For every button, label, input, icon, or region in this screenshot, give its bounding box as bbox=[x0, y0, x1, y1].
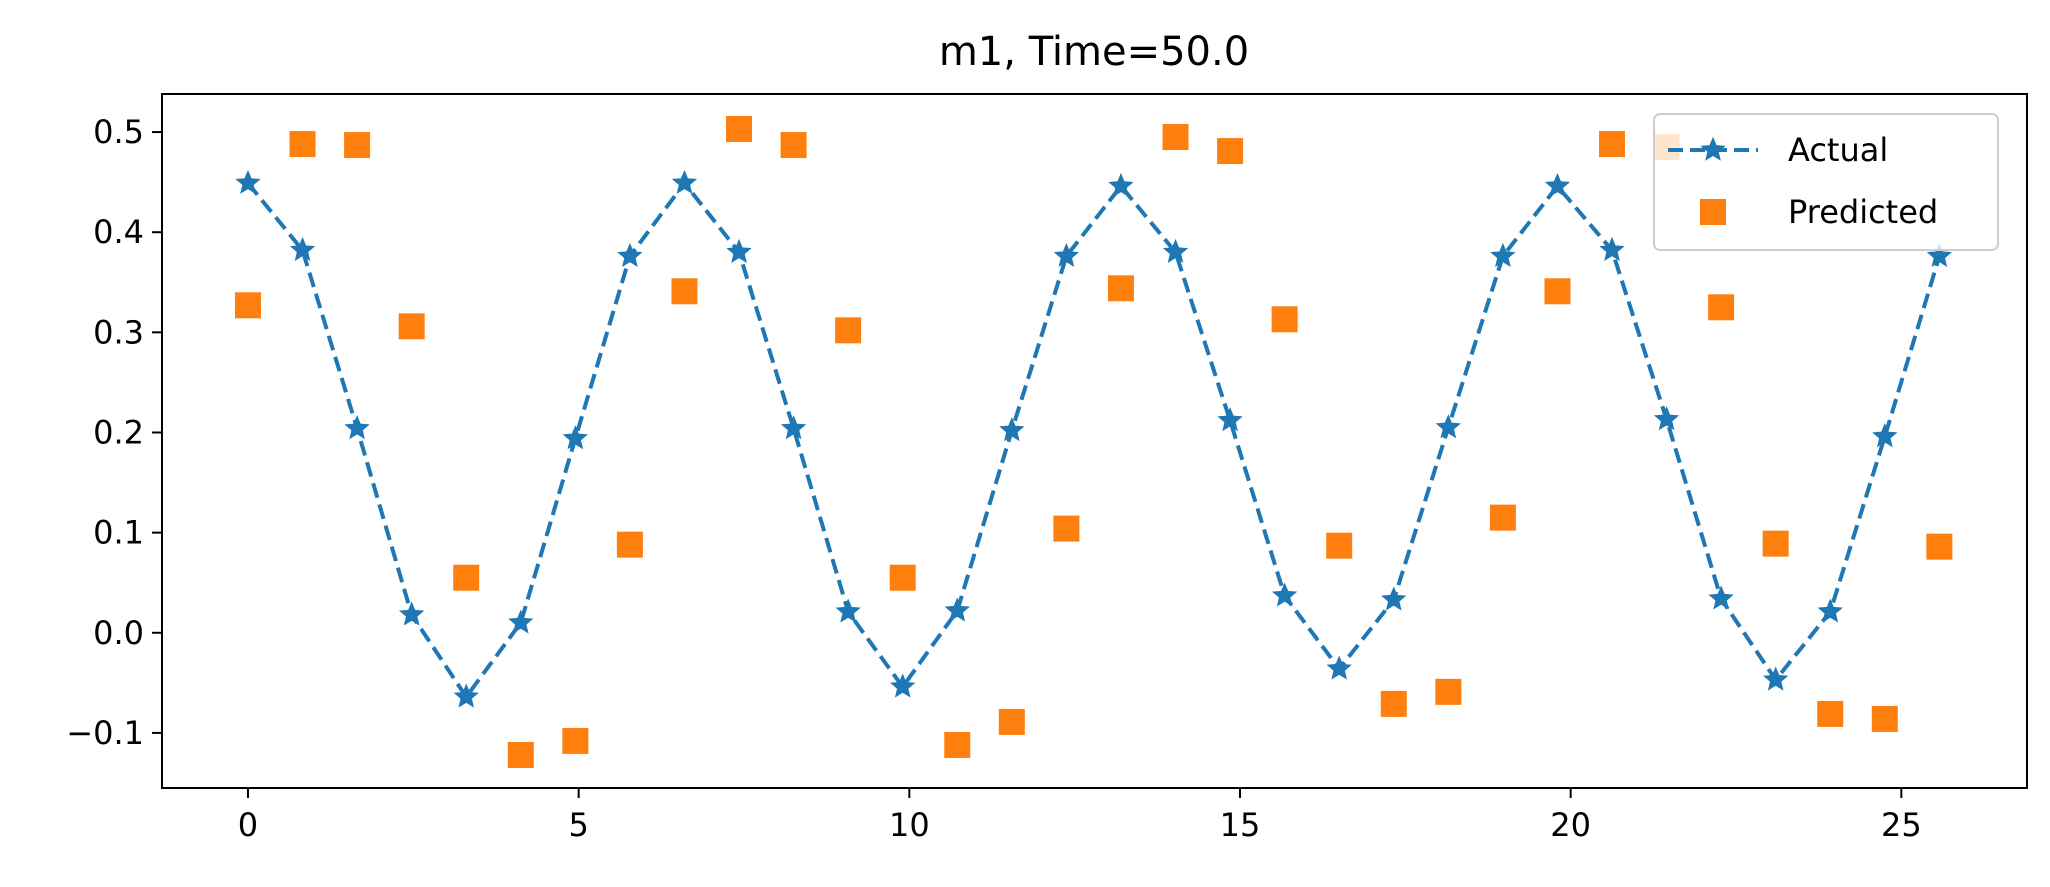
actual-point bbox=[1217, 407, 1243, 432]
axis-ticks: 0 5 10 15 20 25 −0.1 0.0 0.1 0.2 0.3 0.4 0.5 bbox=[66, 113, 1921, 844]
predicted-point bbox=[289, 131, 316, 158]
x-tick-label: 0 bbox=[238, 806, 258, 844]
predicted-point bbox=[1926, 533, 1953, 560]
actual-point bbox=[508, 609, 534, 634]
legend-label-actual: Actual bbox=[1788, 131, 1888, 169]
actual-point bbox=[1926, 242, 1953, 267]
predicted-point bbox=[944, 731, 971, 758]
predicted-point bbox=[1708, 294, 1735, 321]
actual-point bbox=[1763, 666, 1789, 691]
predicted-point bbox=[1162, 124, 1189, 151]
actual-point bbox=[344, 415, 370, 440]
predicted-point bbox=[234, 292, 261, 319]
y-tick-label: 0.1 bbox=[93, 514, 144, 552]
actual-point bbox=[1817, 598, 1843, 623]
actual-point bbox=[617, 242, 643, 267]
actual-point bbox=[562, 425, 588, 450]
predicted-point bbox=[616, 531, 643, 558]
actual-point bbox=[1490, 242, 1516, 267]
y-tick-label: 0.4 bbox=[93, 213, 144, 251]
predicted-point bbox=[344, 132, 371, 159]
actual-point bbox=[453, 683, 479, 708]
x-tick-label: 15 bbox=[1220, 806, 1261, 844]
actual-point bbox=[890, 673, 916, 698]
actual-point bbox=[1326, 655, 1352, 680]
predicted-point bbox=[671, 278, 698, 305]
legend-actual-marker bbox=[1700, 136, 1726, 161]
actual-point bbox=[835, 598, 861, 623]
actual-point bbox=[1271, 582, 1298, 607]
predicted-point bbox=[1489, 504, 1516, 531]
predicted-point bbox=[1326, 532, 1353, 559]
actual-point bbox=[1435, 414, 1461, 439]
predicted-point bbox=[507, 741, 534, 768]
actual-point bbox=[999, 417, 1025, 442]
y-tick-label: 0.3 bbox=[93, 313, 144, 351]
actual-point bbox=[944, 597, 970, 622]
actual-point bbox=[1162, 238, 1189, 263]
predicted-point bbox=[1762, 530, 1789, 557]
predicted-point bbox=[398, 313, 425, 340]
actual-point bbox=[1381, 586, 1407, 611]
actual-point bbox=[1653, 406, 1680, 431]
legend-predicted-marker bbox=[1700, 199, 1726, 225]
y-tick-label: −0.1 bbox=[66, 714, 144, 752]
predicted-point bbox=[1271, 306, 1298, 333]
x-tick-label: 25 bbox=[1881, 806, 1922, 844]
legend: Actual Predicted bbox=[1653, 113, 1999, 251]
predicted-point bbox=[889, 564, 916, 591]
actual-point bbox=[1708, 585, 1734, 610]
y-tick-label: 0.5 bbox=[93, 113, 144, 151]
predicted-point bbox=[1817, 700, 1844, 727]
predicted-point bbox=[1380, 690, 1407, 717]
actual-point bbox=[399, 601, 425, 626]
actual-point bbox=[726, 238, 752, 263]
actual-point bbox=[671, 169, 698, 194]
x-tick-label: 5 bbox=[568, 806, 588, 844]
actual-point bbox=[289, 236, 316, 261]
predicted-point bbox=[780, 132, 807, 159]
predicted-point bbox=[1217, 138, 1244, 165]
actual-point bbox=[780, 415, 807, 440]
plot-frame bbox=[161, 93, 2028, 789]
actual-series-line bbox=[246, 179, 1942, 701]
predicted-point bbox=[1435, 678, 1462, 705]
chart-title: m1, Time=50.0 bbox=[939, 29, 1249, 75]
predicted-point bbox=[835, 317, 862, 344]
y-tick-label: 0.0 bbox=[93, 614, 144, 652]
actual-point bbox=[1599, 236, 1625, 261]
predicted-point bbox=[1599, 131, 1626, 158]
predicted-point bbox=[726, 116, 753, 143]
predicted-point bbox=[1544, 278, 1571, 305]
predicted-point bbox=[1871, 705, 1898, 732]
y-tick-label: 0.2 bbox=[93, 413, 144, 451]
legend-label-predicted: Predicted bbox=[1788, 193, 1938, 231]
actual-point bbox=[1872, 423, 1898, 448]
actual-point bbox=[235, 169, 261, 194]
predicted-point bbox=[1107, 275, 1134, 302]
x-tick-label: 20 bbox=[1550, 806, 1591, 844]
predicted-point bbox=[453, 564, 480, 591]
actual-point bbox=[1108, 172, 1134, 197]
actual-point bbox=[1544, 172, 1571, 197]
predicted-point bbox=[1053, 515, 1080, 542]
predicted-point bbox=[562, 727, 589, 754]
x-tick-label: 10 bbox=[889, 806, 930, 844]
actual-point bbox=[1053, 242, 1080, 267]
predicted-point bbox=[998, 708, 1025, 735]
